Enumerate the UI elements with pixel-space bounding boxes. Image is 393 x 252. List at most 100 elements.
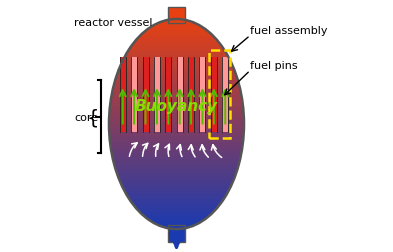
Bar [109,124,244,126]
Bar [113,90,241,91]
Bar [135,206,218,208]
Bar [110,104,243,105]
Bar [110,144,243,145]
Bar [109,119,244,121]
Bar [118,177,235,179]
Bar [121,184,232,185]
Bar [132,44,220,46]
Bar [188,57,194,132]
Bar [122,62,231,64]
Bar [168,226,185,242]
Bar [116,170,237,172]
Bar [121,65,233,67]
Bar [111,98,242,100]
Bar [124,189,229,191]
Bar [115,81,238,83]
Bar [111,100,242,102]
Bar [109,126,244,128]
Text: fuel assembly: fuel assembly [250,26,328,36]
Bar [127,53,226,55]
Bar [112,91,241,93]
Bar [131,201,222,203]
Bar [114,86,239,88]
Bar [125,191,228,193]
Bar [112,95,241,97]
Bar [209,51,230,138]
Bar [114,83,239,84]
Bar [138,210,215,212]
Bar [165,57,171,132]
Bar [110,105,243,107]
Bar [118,72,235,74]
Bar [124,58,229,60]
Bar [109,118,244,119]
Bar [126,55,227,56]
Bar [135,41,218,43]
Bar [109,112,244,114]
Text: core: core [74,112,98,122]
Bar [112,152,241,154]
Bar [148,29,205,30]
Bar [140,212,213,213]
Bar [121,64,232,65]
Text: reactor vessel: reactor vessel [74,17,152,27]
Bar [113,88,240,90]
Bar [109,133,244,135]
Bar [125,56,228,58]
Bar [114,163,239,165]
Bar [121,182,233,184]
Bar [114,165,239,166]
Bar [168,20,185,22]
Bar [157,224,196,226]
Bar [118,175,235,177]
Bar [142,34,211,36]
Bar [122,185,231,187]
Bar [126,193,227,194]
Bar [116,168,238,170]
Bar [111,97,242,98]
Bar [119,69,234,71]
Bar [132,203,220,205]
Bar [109,130,244,132]
Bar [109,123,244,124]
Bar [130,200,223,201]
Bar [120,180,233,182]
Bar [154,25,199,27]
Bar [168,8,185,24]
Bar [112,93,241,95]
Bar [110,102,242,104]
Bar [211,57,217,132]
Text: fuel pins: fuel pins [250,61,298,71]
Text: {: { [86,108,99,127]
Bar [110,137,244,139]
Bar [116,79,238,81]
Bar [109,132,244,133]
Bar [117,173,236,175]
Text: Buoyancy: Buoyancy [135,98,218,113]
Bar [111,147,242,149]
Bar [109,128,244,130]
Bar [109,116,244,118]
Bar [111,151,242,152]
Bar [110,111,244,112]
Bar [110,109,243,111]
Bar [140,36,213,37]
Bar [137,208,216,210]
Bar [168,227,185,229]
Bar [120,57,126,132]
Bar [119,179,234,180]
Bar [112,154,241,156]
Bar [116,172,237,173]
Bar [116,77,237,79]
Bar [134,43,219,44]
Bar [110,107,243,109]
Bar [118,71,235,72]
Bar [162,22,191,23]
Bar [134,205,219,206]
Bar [109,135,244,137]
Bar [129,198,224,200]
Bar [110,142,243,144]
Bar [131,46,222,48]
Bar [114,161,239,163]
Bar [154,57,160,132]
